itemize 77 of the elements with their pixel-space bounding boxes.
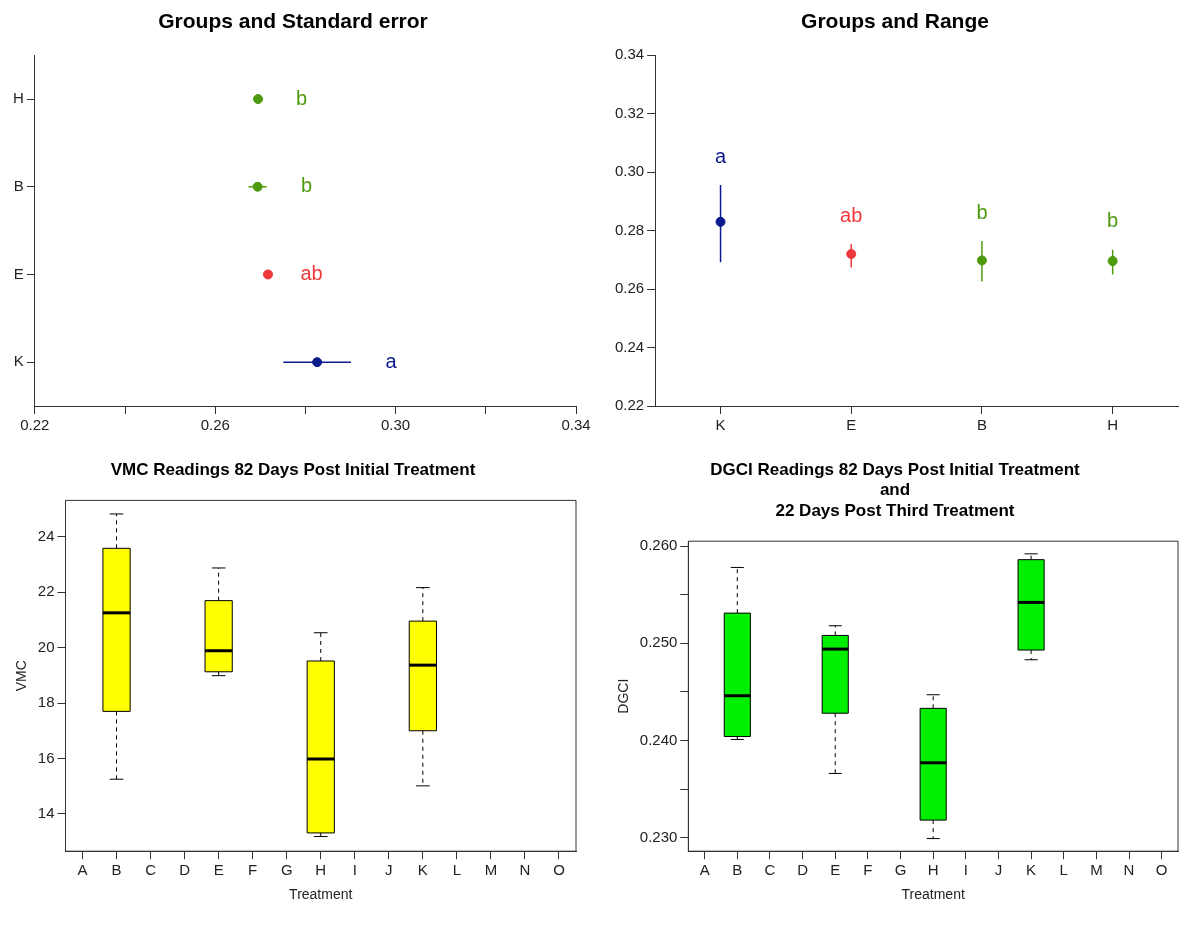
- x-tick-label: D: [797, 861, 809, 879]
- x-tick-label: B: [976, 416, 987, 434]
- x-tick-label: K: [1026, 861, 1037, 879]
- y-tick-label: B: [13, 176, 24, 194]
- y-tick-label: 0.28: [614, 220, 645, 238]
- y-tick-label: H: [12, 89, 24, 107]
- y-tick-label: 0.230: [639, 827, 678, 845]
- point: [1107, 256, 1118, 266]
- x-tick-label: A: [699, 861, 710, 879]
- y-tick-label: 0.30: [614, 162, 645, 180]
- x-tick-label: F: [863, 861, 873, 879]
- data-label: b: [1107, 209, 1119, 232]
- x-tick-label: C: [764, 861, 776, 879]
- y-tick-label: E: [13, 264, 24, 282]
- y-tick-label: 18: [37, 693, 55, 711]
- y-tick-label: 16: [37, 748, 55, 766]
- y-tick-label: 22: [37, 582, 55, 600]
- x-tick-label: G: [894, 861, 907, 879]
- x-tick-label: I: [963, 861, 968, 879]
- x-tick-label: J: [994, 861, 1003, 879]
- x-tick-label: M: [1090, 861, 1103, 879]
- x-tick-label: E: [830, 861, 841, 879]
- x-tick-label: A: [77, 861, 88, 879]
- chart-title: VMC Readings 82 Days Post Initial Treatment: [110, 459, 476, 479]
- y-tick-label: 14: [37, 803, 55, 821]
- x-tick-label: H: [927, 861, 939, 879]
- x-axis-title: Treatment: [289, 886, 353, 903]
- data-label: a: [714, 144, 727, 167]
- y-tick-label: K: [13, 352, 24, 370]
- x-tick-label: L: [452, 861, 462, 879]
- chart-title: Groups and Standard error: [158, 9, 428, 33]
- y-tick-label: 0.240: [639, 730, 678, 748]
- x-tick-label: C: [145, 861, 157, 879]
- y-tick-label: 0.260: [639, 536, 678, 554]
- y-tick-label: 0.32: [614, 103, 645, 121]
- x-tick-label: M: [484, 861, 498, 879]
- x-tick-label: J: [385, 861, 393, 879]
- data-label: b: [301, 174, 313, 197]
- y-tick-label: 20: [37, 637, 55, 655]
- x-tick-label: B: [732, 861, 743, 879]
- x-tick-label: 0.26: [200, 416, 230, 434]
- x-tick-label: E: [213, 861, 224, 879]
- x-tick-label: 0.34: [561, 416, 591, 434]
- y-tick-label: 0.22: [614, 396, 645, 414]
- x-tick-label: F: [248, 861, 258, 879]
- data-label: b: [976, 200, 988, 223]
- x-axis-title: Treatment: [901, 886, 965, 903]
- chart-title: Groups and Range: [801, 9, 989, 33]
- x-tick-label: E: [846, 416, 857, 434]
- x-tick-label: G: [280, 861, 293, 879]
- y-tick-label: 24: [37, 527, 55, 545]
- x-tick-label: N: [519, 861, 531, 879]
- x-tick-label: K: [417, 861, 428, 879]
- x-tick-label: L: [1059, 861, 1068, 879]
- chart-title: DGCI Readings 82 Days Post Initial Treatment and 22 Days Post Third Treatment: [710, 459, 1081, 520]
- x-tick-label: K: [715, 416, 726, 434]
- x-tick-label: I: [352, 861, 357, 879]
- y-axis-title: VMC: [13, 660, 30, 692]
- x-tick-label: N: [1123, 861, 1135, 879]
- data-label: ab: [300, 261, 323, 284]
- y-tick-label: 0.26: [614, 279, 645, 297]
- y-tick-label: 0.24: [614, 337, 645, 355]
- x-tick-label: 0.30: [381, 416, 411, 434]
- data-label: b: [296, 86, 308, 109]
- y-axis-title: DGCI: [615, 678, 632, 714]
- y-tick-label: 0.250: [639, 633, 678, 651]
- y-tick-label: 0.34: [614, 45, 645, 63]
- data-label: ab: [840, 203, 863, 226]
- x-tick-label: H: [1107, 416, 1119, 434]
- x-tick-label: B: [111, 861, 122, 879]
- x-tick-label: D: [179, 861, 191, 879]
- x-tick-label: O: [1155, 861, 1168, 879]
- data-label: a: [385, 349, 398, 372]
- point: [715, 216, 726, 227]
- x-tick-label: O: [553, 861, 565, 879]
- x-tick-label: H: [315, 861, 327, 879]
- point: [262, 269, 273, 280]
